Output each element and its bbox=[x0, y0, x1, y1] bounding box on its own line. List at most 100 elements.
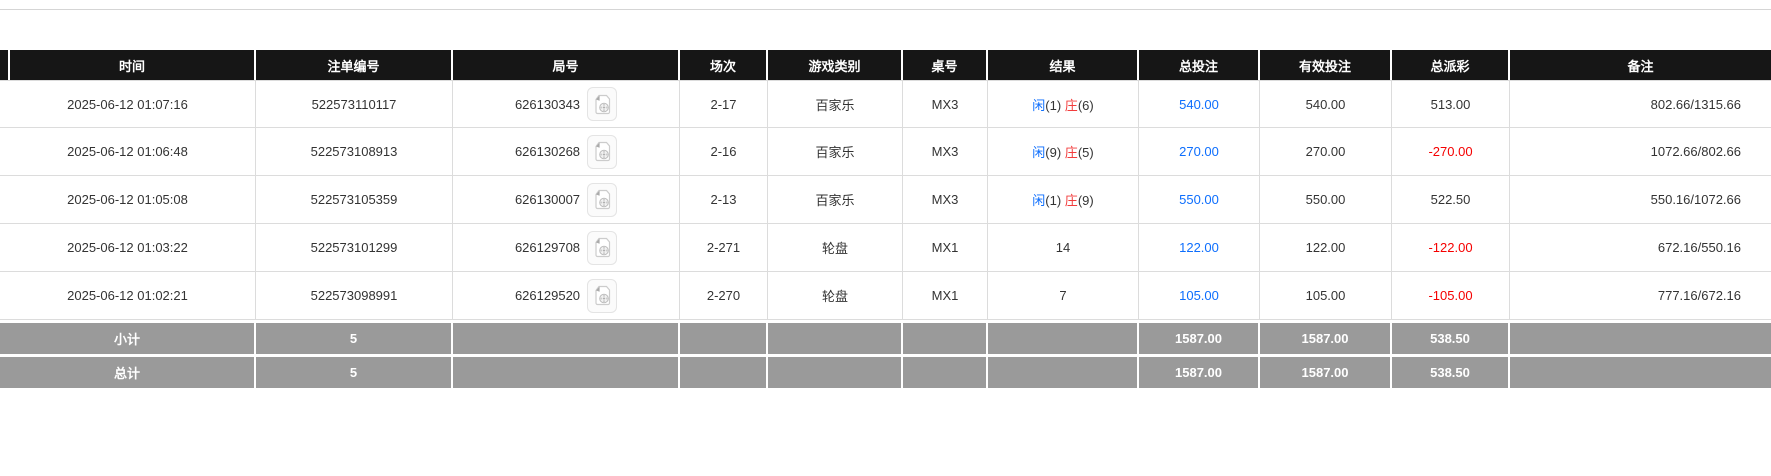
cell-total-payout: -270.00 bbox=[1392, 128, 1510, 176]
round-video-replay-button[interactable] bbox=[587, 87, 618, 121]
total-bet-link[interactable]: 270.00 bbox=[1179, 144, 1219, 159]
col-header-total-payout: 总派彩 bbox=[1392, 50, 1510, 80]
round-id-value: 626130343 bbox=[514, 96, 581, 112]
video-file-icon bbox=[594, 237, 610, 258]
cell-total-payout: -122.00 bbox=[1392, 224, 1510, 272]
header-stub bbox=[0, 50, 10, 80]
col-header-remark: 备注 bbox=[1510, 50, 1771, 80]
cell-session: 2-13 bbox=[680, 176, 768, 224]
cell-valid-bet: 270.00 bbox=[1260, 128, 1392, 176]
total-bet-link[interactable]: 122.00 bbox=[1179, 240, 1219, 255]
cell-total-bet: 550.00 bbox=[1139, 176, 1260, 224]
round-id-value: 626129520 bbox=[514, 288, 581, 303]
cell-round-id: 626130007 bbox=[453, 176, 680, 224]
cell-time: 2025-06-12 01:05:08 bbox=[0, 176, 256, 224]
subtotal-row: 小计 5 1587.00 1587.00 538.50 bbox=[0, 320, 1771, 354]
table-row: 2025-06-12 01:03:22 522573101299 626129708… bbox=[0, 224, 1771, 272]
cell-remark: 777.16/672.16 bbox=[1510, 272, 1771, 320]
result-text: (9) bbox=[1077, 193, 1094, 208]
cell-result: 7 bbox=[988, 272, 1139, 320]
video-file-icon bbox=[594, 94, 610, 114]
cell-total-bet: 540.00 bbox=[1139, 80, 1260, 128]
cell-round-id: 626130343 bbox=[453, 80, 680, 128]
cell-round-id: 626129520 bbox=[453, 272, 680, 320]
cell-total-payout: -105.00 bbox=[1392, 272, 1510, 320]
table-row: 2025-06-12 01:06:48 522573108913 626130268… bbox=[0, 128, 1771, 176]
total-bet-link[interactable]: 550.00 bbox=[1179, 192, 1219, 207]
cell-remark: 550.16/1072.66 bbox=[1510, 176, 1771, 224]
table-footer: 小计 5 1587.00 1587.00 538.50 总计 5 1587.00… bbox=[0, 320, 1771, 388]
cell-session: 2-16 bbox=[680, 128, 768, 176]
round-id-value: 626130007 bbox=[514, 192, 581, 207]
cell-valid-bet: 550.00 bbox=[1260, 176, 1392, 224]
table-row: 2025-06-12 01:05:08 522573105359 626130007… bbox=[0, 176, 1771, 224]
cell-total-bet: 270.00 bbox=[1139, 128, 1260, 176]
col-header-session: 场次 bbox=[680, 50, 768, 80]
result-text: (1) bbox=[1045, 97, 1065, 113]
subtotal-valid-bet: 1587.00 bbox=[1260, 320, 1392, 354]
result-text: 7 bbox=[1059, 288, 1067, 303]
col-header-total-bet: 总投注 bbox=[1139, 50, 1260, 80]
cell-table-no: MX3 bbox=[903, 80, 988, 128]
cell-game-type: 轮盘 bbox=[768, 272, 903, 320]
cell-table-no: MX1 bbox=[903, 272, 988, 320]
result-player: 闲 bbox=[1032, 97, 1046, 113]
col-header-valid-bet: 有效投注 bbox=[1260, 50, 1392, 80]
cell-round-id: 626129708 bbox=[453, 224, 680, 272]
result-text: (9) bbox=[1045, 145, 1065, 160]
video-file-icon bbox=[594, 285, 610, 306]
result-text: (5) bbox=[1077, 145, 1094, 160]
grandtotal-total-payout: 538.50 bbox=[1392, 354, 1510, 388]
cell-time: 2025-06-12 01:06:48 bbox=[0, 128, 256, 176]
cell-result: 闲(1) 庄(6) bbox=[988, 80, 1139, 128]
cell-total-payout: 522.50 bbox=[1392, 176, 1510, 224]
cell-total-payout: 513.00 bbox=[1392, 80, 1510, 128]
cell-remark: 672.16/550.16 bbox=[1510, 224, 1771, 272]
result-player: 闲 bbox=[1032, 193, 1046, 208]
cell-session: 2-17 bbox=[680, 80, 768, 128]
grandtotal-valid-bet: 1587.00 bbox=[1260, 354, 1392, 388]
grandtotal-total-bet: 1587.00 bbox=[1139, 354, 1260, 388]
round-video-replay-button[interactable] bbox=[587, 134, 618, 169]
result-banker: 庄 bbox=[1064, 193, 1078, 208]
cell-time: 2025-06-12 01:07:16 bbox=[0, 80, 256, 128]
cell-game-type: 百家乐 bbox=[768, 176, 903, 224]
cell-result: 闲(1) 庄(9) bbox=[988, 176, 1139, 224]
cell-game-type: 百家乐 bbox=[768, 128, 903, 176]
cell-total-bet: 105.00 bbox=[1139, 272, 1260, 320]
round-id-value: 626129708 bbox=[514, 240, 581, 255]
result-banker: 庄 bbox=[1064, 145, 1078, 160]
video-file-icon bbox=[594, 141, 610, 162]
cell-table-no: MX3 bbox=[903, 128, 988, 176]
cell-session: 2-270 bbox=[680, 272, 768, 320]
cell-valid-bet: 105.00 bbox=[1260, 272, 1392, 320]
grandtotal-row: 总计 5 1587.00 1587.00 538.50 bbox=[0, 354, 1771, 388]
col-header-result: 结果 bbox=[988, 50, 1139, 80]
total-bet-link[interactable]: 105.00 bbox=[1179, 288, 1219, 303]
cell-remark: 802.66/1315.66 bbox=[1510, 80, 1771, 128]
col-header-bet-id: 注单编号 bbox=[256, 50, 453, 80]
cell-result: 闲(9) 庄(5) bbox=[988, 128, 1139, 176]
top-divider bbox=[0, 0, 1771, 10]
round-video-replay-button[interactable] bbox=[587, 278, 618, 313]
cell-session: 2-271 bbox=[680, 224, 768, 272]
grandtotal-count: 5 bbox=[256, 354, 453, 388]
col-header-round-id: 局号 bbox=[453, 50, 680, 80]
cell-bet-id: 522573108913 bbox=[256, 128, 453, 176]
result-text: 14 bbox=[1055, 240, 1071, 255]
result-text: (1) bbox=[1045, 193, 1065, 208]
video-file-icon bbox=[594, 189, 610, 210]
subtotal-label: 小计 bbox=[0, 320, 256, 354]
cell-time: 2025-06-12 01:03:22 bbox=[0, 224, 256, 272]
total-bet-link[interactable]: 540.00 bbox=[1179, 96, 1219, 112]
table-header: 时间 注单编号 局号 场次 游戏类别 桌号 结果 总投注 有效投注 总派彩 备注 bbox=[0, 50, 1771, 80]
bet-records-table: 时间 注单编号 局号 场次 游戏类别 桌号 结果 总投注 有效投注 总派彩 备注… bbox=[0, 50, 1771, 388]
round-video-replay-button[interactable] bbox=[587, 230, 618, 265]
cell-bet-id: 522573105359 bbox=[256, 176, 453, 224]
cell-game-type: 百家乐 bbox=[768, 80, 903, 128]
cell-remark: 1072.66/802.66 bbox=[1510, 128, 1771, 176]
cell-bet-id: 522573101299 bbox=[256, 224, 453, 272]
cell-valid-bet: 122.00 bbox=[1260, 224, 1392, 272]
cell-table-no: MX1 bbox=[903, 224, 988, 272]
round-video-replay-button[interactable] bbox=[587, 182, 618, 217]
